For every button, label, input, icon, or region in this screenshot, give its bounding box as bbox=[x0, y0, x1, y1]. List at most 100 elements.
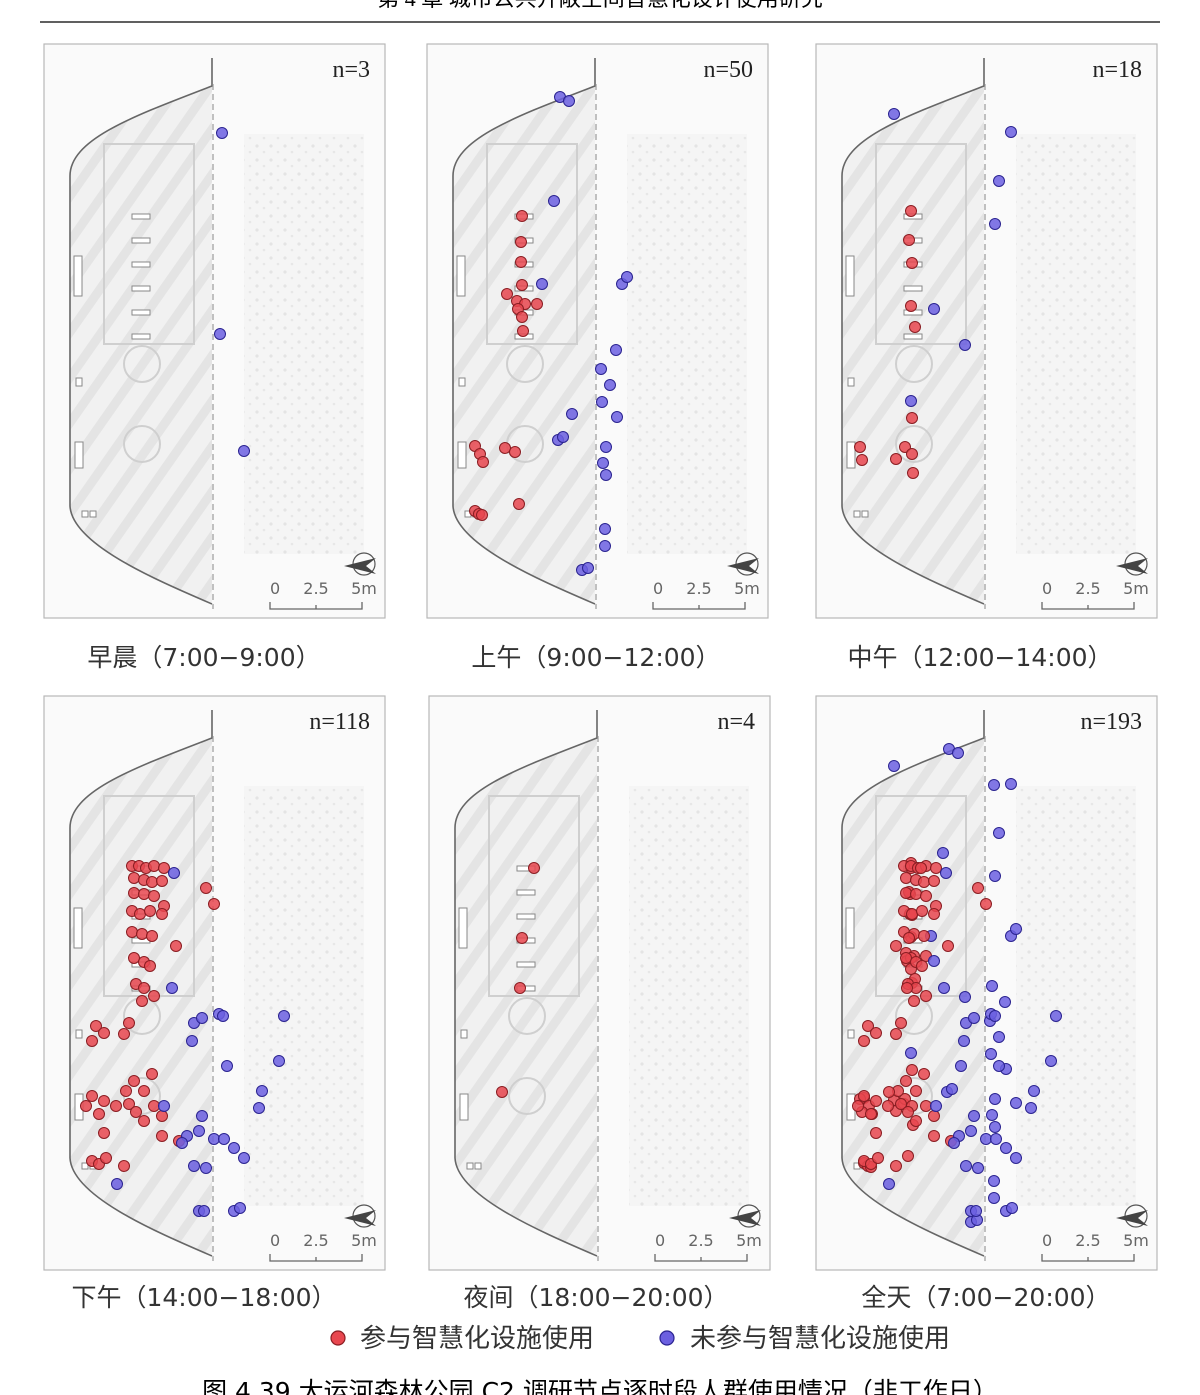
participant-dot bbox=[98, 1027, 110, 1039]
scale-label: 2.5 bbox=[303, 1231, 328, 1250]
participant-dot bbox=[93, 1108, 105, 1120]
participant-dot bbox=[130, 1106, 142, 1118]
nonparticipant-dot bbox=[548, 195, 560, 207]
nonparticipant-dot bbox=[595, 363, 607, 375]
participant-dot bbox=[148, 990, 160, 1002]
scale-label: 0 bbox=[270, 579, 280, 598]
panel-caption: 夜间（18:00−20:00） bbox=[463, 1283, 728, 1312]
participant-dot bbox=[98, 1095, 110, 1107]
nonparticipant-dot bbox=[566, 408, 578, 420]
map-texture bbox=[629, 786, 749, 1206]
map-panel: 0 2.5 5m n=3 bbox=[43, 43, 386, 619]
nonparticipant-dot bbox=[986, 1109, 998, 1121]
participant-dot bbox=[865, 1108, 877, 1120]
map-feature bbox=[847, 377, 855, 387]
map-feature bbox=[81, 510, 89, 518]
participant-dot bbox=[902, 1150, 914, 1162]
legend-label: 参与智慧化设施使用 bbox=[360, 1324, 594, 1354]
participant-dot bbox=[516, 210, 528, 222]
nonparticipant-dot bbox=[273, 1055, 285, 1067]
participant-dot bbox=[895, 1017, 907, 1029]
map-feature bbox=[73, 907, 83, 949]
nonparticipant-dot bbox=[968, 1110, 980, 1122]
sample-size: n=3 bbox=[332, 57, 370, 83]
nonparticipant-dot bbox=[238, 1152, 250, 1164]
nonparticipant-dot bbox=[980, 1133, 992, 1145]
nonparticipant-dot bbox=[958, 1035, 970, 1047]
participant-dot bbox=[86, 1090, 98, 1102]
park-boundary bbox=[452, 58, 596, 605]
participant-dot bbox=[528, 862, 540, 874]
nonparticipant-dot bbox=[186, 1035, 198, 1047]
participant-dot bbox=[905, 205, 917, 217]
map-panel: 0 2.5 5m n=4 bbox=[428, 695, 771, 1271]
participant-dot bbox=[903, 932, 915, 944]
bench bbox=[131, 237, 151, 244]
map-feature bbox=[75, 377, 83, 387]
nonparticipant-dot bbox=[563, 95, 575, 107]
participant-dot bbox=[906, 257, 918, 269]
participant-dot bbox=[903, 234, 915, 246]
participant-dot bbox=[148, 1100, 160, 1112]
map-feature bbox=[458, 377, 466, 387]
nonparticipant-dot bbox=[888, 108, 900, 120]
participant-dot bbox=[928, 1110, 940, 1122]
nonparticipant-dot bbox=[989, 1121, 1001, 1133]
participant-dot bbox=[900, 1075, 912, 1087]
map-feature bbox=[81, 1162, 89, 1170]
participant-dot bbox=[918, 930, 930, 942]
participant-dot bbox=[477, 456, 489, 468]
participant-dot bbox=[918, 876, 930, 888]
participant-dot bbox=[531, 298, 543, 310]
participant-dot bbox=[906, 1064, 918, 1076]
participant-dot bbox=[156, 908, 168, 920]
nonparticipant-dot bbox=[221, 1060, 233, 1072]
panels: 0 2.5 5m n=3 0 2.5 5m n=50 0 2.5 5m n=18 0 2.5 5m n=118… bbox=[43, 43, 1158, 1271]
scale-label: 2.5 bbox=[688, 1231, 713, 1250]
scale-bar bbox=[1041, 602, 1135, 610]
nonparticipant-dot bbox=[940, 867, 952, 879]
participant-dot bbox=[515, 236, 527, 248]
participant-dot bbox=[517, 325, 529, 337]
participant-dot bbox=[930, 862, 942, 874]
facility-outline bbox=[488, 795, 580, 1115]
participant-dot bbox=[890, 453, 902, 465]
participant-dot bbox=[882, 1100, 894, 1112]
participant-dot bbox=[908, 995, 920, 1007]
nonparticipant-dot bbox=[599, 523, 611, 535]
participant-dot bbox=[148, 860, 160, 872]
participant-dot bbox=[900, 887, 912, 899]
map-feature bbox=[846, 441, 856, 469]
nonparticipant-dot bbox=[193, 1125, 205, 1137]
scale-label: 5m bbox=[351, 1231, 377, 1250]
scale-label: 0 bbox=[653, 579, 663, 598]
park-boundary bbox=[454, 710, 598, 1257]
nonparticipant-dot bbox=[905, 1047, 917, 1059]
nonparticipant-dot bbox=[989, 870, 1001, 882]
participant-dot bbox=[942, 940, 954, 952]
north-arrow-needle bbox=[1116, 558, 1148, 574]
scale-label: 5m bbox=[1123, 1231, 1149, 1250]
scale-label: 2.5 bbox=[303, 579, 328, 598]
participant-dot bbox=[980, 898, 992, 910]
bench bbox=[131, 285, 151, 292]
participant-dot bbox=[496, 1086, 508, 1098]
participant-dot bbox=[901, 982, 913, 994]
scale-bar bbox=[654, 1254, 748, 1262]
nonparticipant-dot bbox=[1025, 1102, 1037, 1114]
participant-dot bbox=[156, 1130, 168, 1142]
nonparticipant-dot bbox=[176, 1137, 188, 1149]
participant-dot bbox=[920, 890, 932, 902]
sample-size: n=50 bbox=[703, 57, 753, 83]
panel-caption: 中午（12:00−14:00） bbox=[847, 643, 1112, 672]
scale-bar bbox=[1041, 1254, 1135, 1262]
participant-dot bbox=[516, 311, 528, 323]
scale-label: 5m bbox=[1123, 579, 1149, 598]
nonparticipant-dot bbox=[988, 1175, 1000, 1187]
bench bbox=[131, 309, 151, 316]
participant-dot bbox=[928, 1130, 940, 1142]
nonparticipant-dot bbox=[188, 1160, 200, 1172]
participant-dot bbox=[909, 321, 921, 333]
participant-dot bbox=[854, 441, 866, 453]
